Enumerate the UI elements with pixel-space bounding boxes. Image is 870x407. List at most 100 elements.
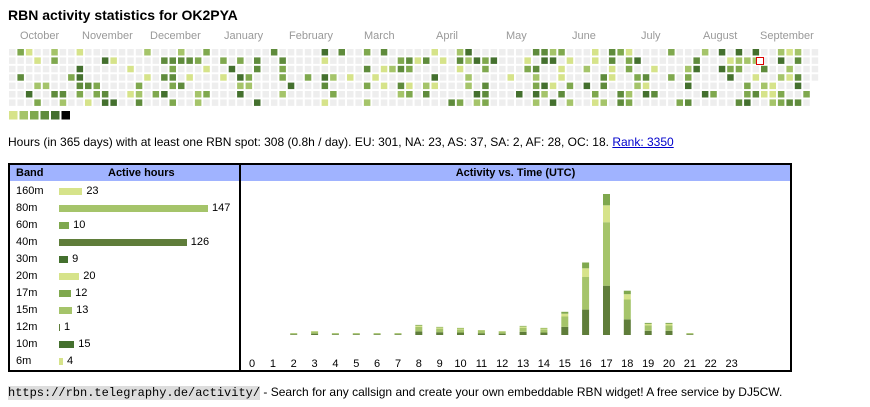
heatmap-cell bbox=[532, 91, 540, 98]
hour-bar-segment bbox=[540, 327, 548, 329]
heatmap-cell bbox=[685, 65, 692, 73]
heatmap-cell bbox=[254, 91, 261, 98]
hour-bar bbox=[477, 330, 485, 335]
hour-tick-label: 16 bbox=[579, 358, 591, 370]
heatmap-cell bbox=[541, 82, 548, 90]
heatmap-cell bbox=[811, 74, 819, 81]
heatmap-cell bbox=[532, 65, 540, 73]
rank-link[interactable]: Rank: 3350 bbox=[612, 135, 674, 149]
band-name: 20m bbox=[16, 270, 38, 282]
hour-tick-label: 1 bbox=[270, 358, 276, 370]
heatmap-cell bbox=[279, 49, 286, 56]
footer-url[interactable]: https://rbn.telegraphy.de/activity/ bbox=[8, 386, 261, 400]
heatmap-cell bbox=[211, 65, 219, 73]
heatmap-cell bbox=[68, 82, 75, 90]
heatmap-cell bbox=[727, 82, 734, 90]
heatmap-cell bbox=[287, 49, 295, 56]
heatmap-cell bbox=[287, 74, 295, 81]
heatmap-cell bbox=[625, 57, 633, 64]
heatmap-cell bbox=[220, 49, 227, 56]
heatmap-cell bbox=[592, 74, 599, 81]
heatmap-cell bbox=[118, 91, 126, 98]
band-row: 17m 12 bbox=[10, 285, 239, 302]
heatmap-cell bbox=[727, 91, 734, 98]
hour-bar-segment bbox=[331, 334, 339, 335]
heatmap-cell bbox=[490, 74, 498, 81]
heatmap-cell bbox=[372, 49, 379, 56]
heatmap-cell bbox=[448, 82, 455, 90]
heatmap-cell bbox=[676, 49, 683, 56]
heatmap-cell bbox=[575, 91, 582, 98]
heatmap-cell bbox=[93, 49, 100, 56]
hour-bar-segment bbox=[623, 294, 631, 300]
heatmap-cell bbox=[262, 82, 269, 90]
heatmap-cell bbox=[313, 49, 320, 56]
hour-bar-segment bbox=[540, 328, 548, 330]
heatmap-cell bbox=[448, 99, 455, 106]
heatmap-cell bbox=[220, 65, 227, 73]
heatmap-cell bbox=[194, 82, 202, 90]
hour-bar-segment bbox=[582, 309, 590, 335]
heatmap-cell bbox=[211, 49, 219, 56]
heatmap-cell bbox=[51, 65, 58, 73]
heatmap-cell bbox=[152, 74, 160, 81]
heatmap-cell bbox=[727, 74, 734, 81]
heatmap-cell bbox=[169, 91, 176, 98]
heatmap-cell bbox=[9, 82, 16, 90]
hour-tick-label: 21 bbox=[684, 358, 696, 370]
hour-bar bbox=[311, 331, 319, 335]
heatmap-cell bbox=[499, 91, 506, 98]
heatmap-cell bbox=[85, 91, 92, 98]
heatmap-cell bbox=[17, 57, 24, 64]
heatmap-cell bbox=[406, 65, 413, 73]
heatmap-cell bbox=[803, 82, 810, 90]
heatmap-cell bbox=[59, 91, 67, 98]
legend-swatch bbox=[30, 111, 39, 120]
heatmap-cell bbox=[693, 49, 700, 56]
heatmap-cell bbox=[262, 99, 269, 106]
heatmap-cell bbox=[507, 49, 514, 56]
band-hours-value: 12 bbox=[75, 287, 88, 299]
heatmap-cell bbox=[414, 57, 422, 64]
heatmap-cell bbox=[203, 91, 210, 98]
heatmap-cell bbox=[59, 57, 67, 64]
heatmap-cell bbox=[490, 91, 498, 98]
heatmap-cell bbox=[25, 74, 33, 81]
heatmap-cell bbox=[380, 91, 388, 98]
heatmap-cell bbox=[228, 74, 236, 81]
heatmap-cell bbox=[811, 65, 819, 73]
heatmap-cell bbox=[465, 57, 472, 64]
heatmap-cell bbox=[152, 49, 160, 56]
heatmap-cell bbox=[608, 57, 616, 64]
heatmap-cell bbox=[592, 49, 599, 56]
heatmap-cell bbox=[414, 91, 422, 98]
footer-text: - Search for any callsign and create you… bbox=[260, 385, 783, 399]
hour-bar-segment bbox=[519, 325, 527, 327]
hour-bar-segment bbox=[415, 331, 423, 335]
heatmap-cell bbox=[668, 91, 675, 98]
heatmap-cell bbox=[777, 82, 785, 90]
heatmap-cell bbox=[634, 57, 641, 64]
heatmap-cell bbox=[389, 57, 396, 64]
heatmap-cell bbox=[194, 65, 202, 73]
heatmap-cell bbox=[304, 57, 312, 64]
heatmap-cell bbox=[144, 65, 151, 73]
today-marker bbox=[756, 57, 764, 65]
heatmap-cell bbox=[338, 49, 345, 56]
hour-tick-label: 4 bbox=[332, 358, 338, 370]
heatmap-cell bbox=[203, 99, 210, 106]
heatmap-cell bbox=[423, 65, 430, 73]
hour-bar-segment bbox=[519, 331, 527, 335]
heatmap-cell bbox=[406, 99, 413, 106]
heatmap-cell bbox=[287, 82, 295, 90]
heatmap-cell bbox=[735, 57, 743, 64]
heatmap-cell bbox=[744, 65, 751, 73]
heatmap-cell bbox=[118, 65, 126, 73]
hour-bar-segment bbox=[311, 331, 319, 334]
month-label: April bbox=[436, 30, 458, 42]
heatmap-cell bbox=[473, 57, 481, 64]
heatmap-cell bbox=[34, 57, 41, 64]
band-name: 12m bbox=[16, 321, 38, 333]
heatmap-cell bbox=[152, 82, 160, 90]
heatmap-cell bbox=[524, 99, 531, 106]
